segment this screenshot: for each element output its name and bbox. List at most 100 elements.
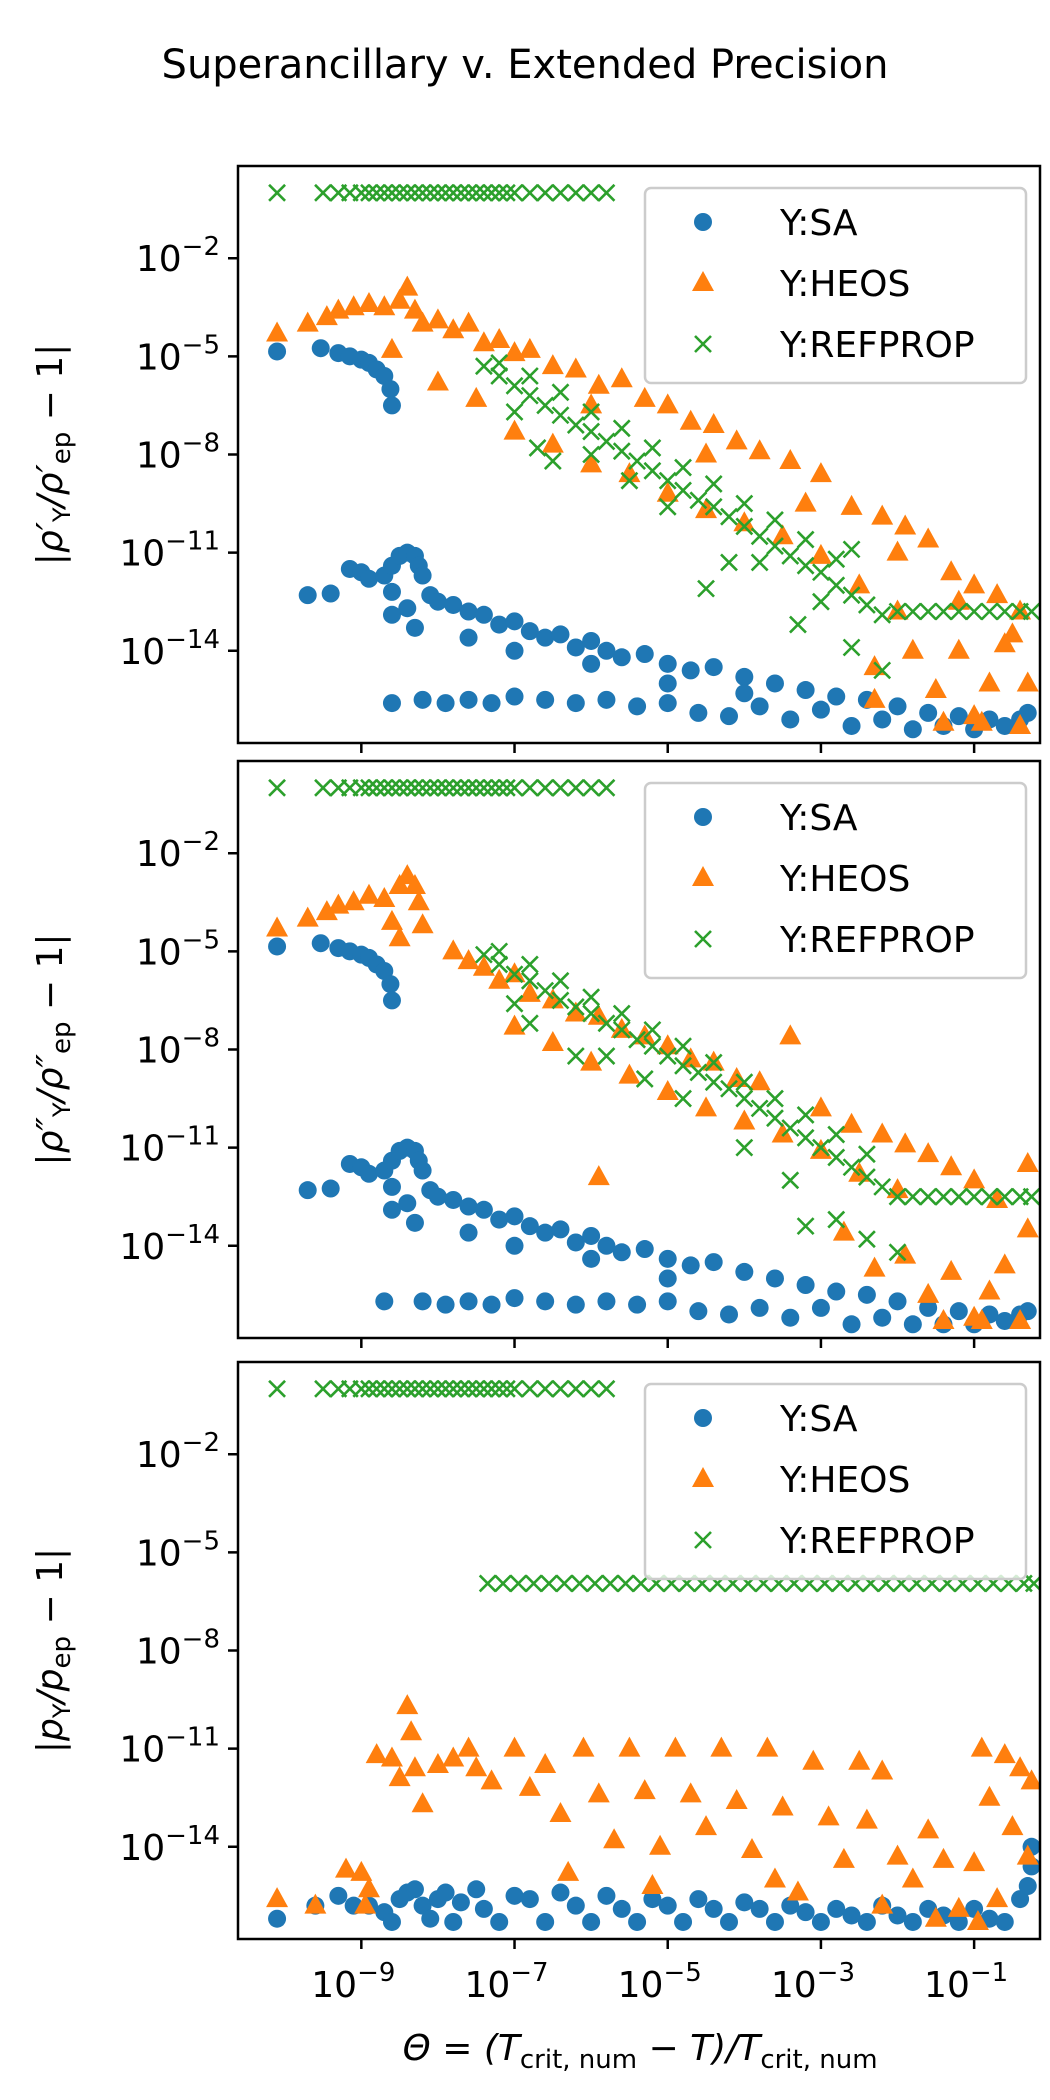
data-point xyxy=(407,890,430,911)
data-point xyxy=(268,1909,287,1928)
data-point xyxy=(735,494,754,513)
data-point xyxy=(551,383,570,402)
data-point xyxy=(520,971,539,990)
data-point xyxy=(1016,1217,1039,1238)
data-point xyxy=(428,592,447,611)
circle-marker-icon xyxy=(694,213,712,231)
data-point xyxy=(901,1867,924,1888)
data-point xyxy=(566,638,585,657)
data-point xyxy=(482,1295,501,1314)
data-point xyxy=(597,183,616,202)
y-axis-label-subscript: ep xyxy=(47,1636,77,1669)
data-point xyxy=(720,1305,739,1324)
data-point xyxy=(919,602,938,621)
legend-label: Y:HEOS xyxy=(779,1460,910,1501)
data-point xyxy=(398,599,417,618)
y-tick-label: 10−8 xyxy=(136,1024,220,1072)
data-point xyxy=(610,367,633,388)
data-point xyxy=(842,1906,861,1925)
data-point xyxy=(848,573,871,594)
data-point xyxy=(360,183,378,202)
y-tick-label-base: 10 xyxy=(136,337,182,378)
legend-label: Y:SA xyxy=(779,203,858,244)
data-point xyxy=(1009,599,1032,620)
data-point xyxy=(763,1867,786,1888)
data-point xyxy=(520,367,539,385)
data-point xyxy=(888,1906,907,1925)
data-point xyxy=(702,1050,725,1071)
data-point xyxy=(658,1292,677,1311)
data-point xyxy=(551,778,570,797)
data-point xyxy=(352,778,371,797)
data-point xyxy=(689,703,708,722)
data-point xyxy=(444,183,463,202)
y-tick-label-exponent: −11 xyxy=(165,527,220,557)
data-point xyxy=(436,694,455,713)
data-point xyxy=(582,1379,601,1398)
data-point xyxy=(490,778,509,797)
data-point xyxy=(367,183,386,202)
data-point xyxy=(917,527,940,548)
data-point xyxy=(403,298,426,319)
data-point xyxy=(633,386,656,407)
data-point xyxy=(566,1896,585,1915)
data-point xyxy=(494,1574,512,1593)
data-point xyxy=(940,1155,963,1176)
legend-label: Y:HEOS xyxy=(779,264,910,305)
data-point xyxy=(497,1379,516,1398)
data-point xyxy=(505,612,524,631)
data-point xyxy=(1001,622,1024,643)
data-point xyxy=(886,540,909,561)
y-tick-label: 10−14 xyxy=(119,1821,220,1869)
data-point xyxy=(520,622,539,641)
data-point xyxy=(970,1736,993,1757)
data-point xyxy=(505,641,524,660)
legend-item-refprop: Y:REFPROP xyxy=(694,1521,975,1562)
x-axis-label-subscript: crit, num xyxy=(520,2045,637,2075)
data-point xyxy=(750,527,769,546)
data-point xyxy=(459,690,478,709)
data-point xyxy=(888,1187,907,1206)
data-point xyxy=(367,778,386,797)
data-point xyxy=(436,1379,455,1398)
data-point xyxy=(750,1298,769,1317)
data-point xyxy=(917,1142,940,1163)
data-point xyxy=(503,419,526,440)
y-tick-label-base: 10 xyxy=(136,1031,182,1072)
data-point xyxy=(612,442,631,461)
data-point xyxy=(382,991,401,1010)
data-point xyxy=(886,599,909,620)
data-point xyxy=(842,716,861,735)
legend-label: Y:SA xyxy=(779,1399,858,1440)
circle-marker-icon xyxy=(694,808,712,826)
data-point xyxy=(421,778,440,797)
data-point xyxy=(390,1379,409,1398)
data-point xyxy=(451,778,470,797)
data-point xyxy=(934,602,953,621)
y-axis-label-part: |ρ″ xyxy=(30,1117,71,1166)
data-point xyxy=(467,1880,486,1899)
data-point xyxy=(528,439,547,457)
data-point xyxy=(459,602,478,621)
legend-item-heos: Y:HEOS xyxy=(692,264,910,305)
data-point xyxy=(649,1834,672,1855)
data-point xyxy=(618,1063,641,1084)
data-point xyxy=(704,475,723,493)
data-point xyxy=(566,1295,585,1314)
data-point xyxy=(444,1190,463,1209)
data-point xyxy=(919,703,938,722)
data-point xyxy=(873,661,892,680)
data-point xyxy=(536,396,555,415)
data-point xyxy=(612,1004,631,1023)
x-marker-icon xyxy=(694,1531,712,1549)
data-point xyxy=(949,1302,968,1321)
y-tick-label-base: 10 xyxy=(136,932,182,973)
legend-item-sa: Y:SA xyxy=(694,1399,858,1440)
data-point xyxy=(842,586,861,605)
data-point xyxy=(467,183,486,202)
data-point xyxy=(616,1574,635,1593)
data-point xyxy=(993,1253,1016,1274)
data-point xyxy=(919,1298,938,1317)
data-point xyxy=(771,1795,794,1816)
data-point xyxy=(490,955,509,974)
